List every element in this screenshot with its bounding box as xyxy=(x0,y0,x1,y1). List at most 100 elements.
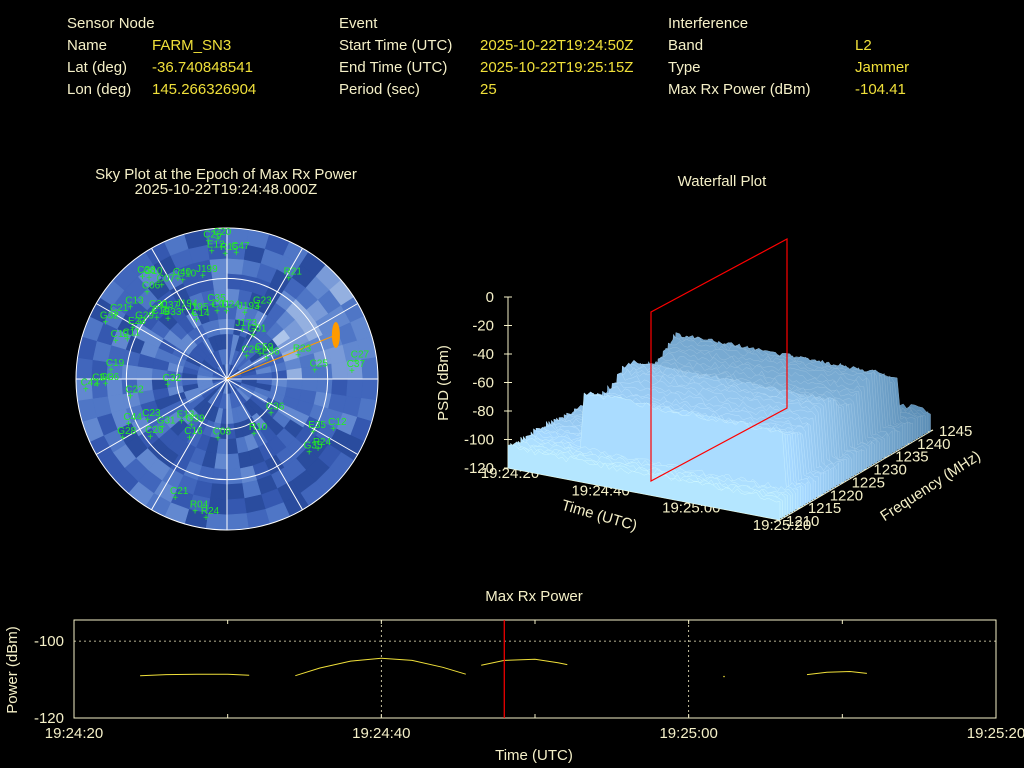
satellite-label: C12 xyxy=(111,329,130,340)
satellite-label: R04 xyxy=(190,499,209,510)
sensor-name-value: FARM_SN3 xyxy=(152,37,232,54)
satellite-marker: + xyxy=(192,506,198,517)
satellite-label: C24 xyxy=(221,299,240,310)
jammer-marker xyxy=(331,322,340,349)
waterfall-axes: 0-20-40-60-80-100-12019:24:2019:24:4019:… xyxy=(464,289,972,534)
skyplot-subtitle: 2025-10-22T19:24:48.000Z xyxy=(134,181,318,198)
satellite-label: C37 xyxy=(161,300,180,311)
power-x-tick-label: 19:24:40 xyxy=(352,725,410,742)
satellite-label: C21 xyxy=(110,303,129,314)
azimuth-line xyxy=(95,378,228,455)
satellite-label: C40 xyxy=(173,267,192,278)
satellite-label: E13 xyxy=(177,410,195,421)
satellite-label: E36 xyxy=(262,347,280,358)
power-y-label: Power (dBm) xyxy=(4,626,21,714)
frequency-tick xyxy=(773,519,781,523)
satellite-label: C19 xyxy=(152,306,171,317)
surface-strip xyxy=(507,444,781,521)
frequency-tick-label: 1245 xyxy=(939,423,972,440)
satellite-marker: + xyxy=(175,274,181,285)
satellite-marker: + xyxy=(286,274,292,285)
satellite-marker: + xyxy=(187,433,193,444)
skyplot-title: Sky Plot at the Epoch of Max Rx Power xyxy=(95,166,357,183)
event-start-label: Start Time (UTC) xyxy=(339,37,453,54)
satellite-label: R24 xyxy=(201,506,220,517)
power-y-tick-label: -100 xyxy=(34,633,64,650)
satellite-label: G28 xyxy=(117,426,136,437)
satellite-label: C06 xyxy=(142,281,161,292)
satellite-marker: + xyxy=(250,330,256,341)
satellite-marker: + xyxy=(145,415,151,426)
satellite-label: J195 xyxy=(187,302,209,313)
satellite-marker: + xyxy=(210,300,216,311)
satellite-label: C21 xyxy=(170,486,189,497)
psd-tick-label: -20 xyxy=(472,318,494,335)
frequency-tick-label: 1215 xyxy=(808,500,841,517)
satellite-label: J199 xyxy=(196,264,218,275)
psd-axis-label: PSD (dBm) xyxy=(435,345,452,421)
power-point xyxy=(723,675,725,678)
satellite-label: G32 xyxy=(100,311,119,322)
satellite-marker: + xyxy=(147,432,153,443)
azimuth-line xyxy=(226,247,303,380)
frequency-tick-label: 1210 xyxy=(786,513,819,530)
satellite-marker: + xyxy=(215,234,221,245)
satellite-marker: + xyxy=(251,429,257,440)
satellite-label: C28 xyxy=(145,425,164,436)
power-x-label: Time (UTC) xyxy=(495,747,573,764)
psd-tick-label: -120 xyxy=(464,460,494,477)
satellite-label: C25 xyxy=(310,358,329,369)
frequency-tick-label: 1235 xyxy=(895,449,928,466)
waterfall-surface xyxy=(507,332,931,521)
satellite-label: R10 xyxy=(249,422,268,433)
satellite-marker: + xyxy=(144,288,150,299)
satellite-marker: + xyxy=(159,423,165,434)
satellite-label: C47 xyxy=(231,241,250,252)
satellite-marker: + xyxy=(191,309,197,320)
satellite-marker: + xyxy=(215,433,221,444)
satellite-marker: + xyxy=(206,237,212,248)
satellite-label: C34 xyxy=(92,372,111,383)
interference-type-value: Jammer xyxy=(855,59,910,76)
satellite-label: J173 xyxy=(235,318,257,329)
waterfall-title: Waterfall Plot xyxy=(677,173,767,190)
interference-heading: Interference xyxy=(668,15,749,32)
satellite-marker: + xyxy=(268,409,274,420)
satellite-marker: + xyxy=(94,379,100,390)
satellite-label: C20 xyxy=(213,227,232,238)
satellite-marker: + xyxy=(113,336,119,347)
azimuth-line xyxy=(151,247,228,380)
satellite-marker: + xyxy=(224,306,230,317)
satellite-marker: + xyxy=(315,444,321,455)
satellite-label: G10 xyxy=(177,268,196,279)
satellite-marker: + xyxy=(255,303,261,314)
power-plot-frame xyxy=(73,619,997,719)
satellite-marker: + xyxy=(165,314,171,325)
power-x-tick-label: 19:25:20 xyxy=(967,725,1024,742)
interference-power-label: Max Rx Power (dBm) xyxy=(668,81,811,98)
satellite-label: G33 xyxy=(163,307,182,318)
psd-tick-label: -60 xyxy=(472,375,494,392)
satellite-marker: + xyxy=(159,281,165,292)
satellite-label: C36 xyxy=(266,402,285,413)
satellite-label: E35 xyxy=(308,420,326,431)
power-series-line xyxy=(806,670,867,676)
satellite-label: C08 xyxy=(213,426,232,437)
frequency-tick-label: 1240 xyxy=(917,436,950,453)
satellite-label: G29 xyxy=(135,310,154,321)
frequency-tick-label: 1220 xyxy=(830,487,863,504)
satellite-marker: + xyxy=(244,351,250,362)
satellite-marker: + xyxy=(130,323,136,334)
power-series-line xyxy=(481,658,568,666)
satellite-marker: + xyxy=(146,273,152,284)
satellite-label: G39 xyxy=(186,413,205,424)
satellite-label: C11 xyxy=(122,327,140,338)
satellite-label: E23 xyxy=(128,316,146,327)
satellite-label: C37 xyxy=(347,359,366,370)
satellite-marker: + xyxy=(124,334,130,345)
satellite-marker: + xyxy=(140,272,146,283)
event-heading: Event xyxy=(339,15,378,32)
sensor-heading: Sensor Node xyxy=(67,15,155,32)
power-chart-title: Max Rx Power xyxy=(485,588,583,605)
